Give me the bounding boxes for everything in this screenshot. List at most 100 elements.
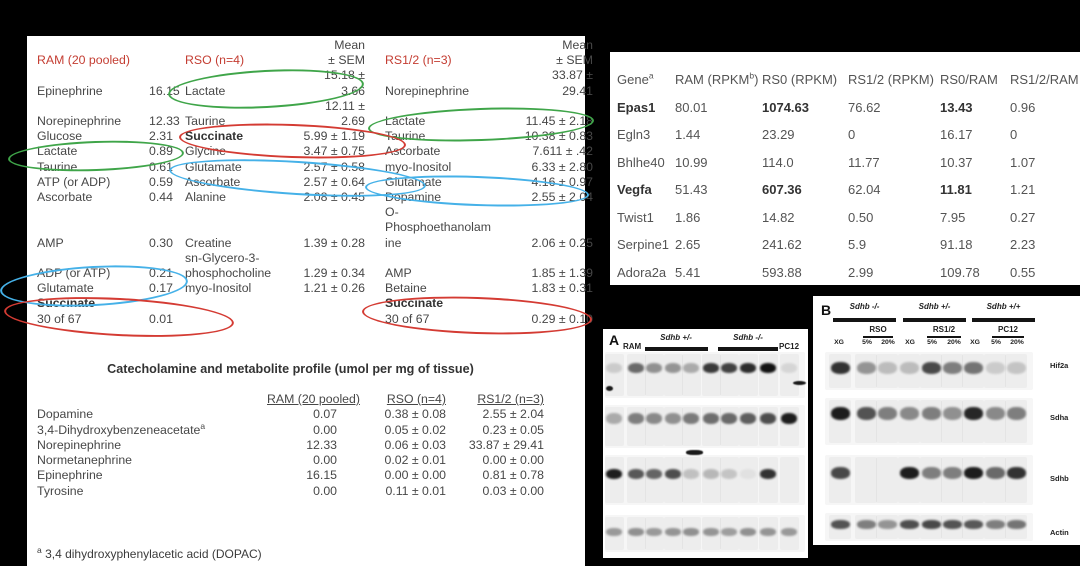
blot-lane [738, 517, 758, 550]
table-cell: ine [385, 235, 402, 250]
table-cell: 0.01 [149, 311, 173, 326]
table-row: Dopamine 0.07 0.38 ± 0.08 2.55 ± 2.04 [37, 407, 544, 422]
blot-band [856, 520, 876, 529]
blot-band [963, 362, 983, 374]
blot-band [606, 469, 622, 479]
table-cell [172, 38, 302, 53]
blot-band [628, 413, 644, 424]
table-cell: myo-Inositol [385, 159, 452, 174]
table-cell: AMP [37, 235, 64, 250]
table-row: Phosphoethanolam [37, 220, 593, 235]
table-cell: 0.61 [149, 159, 173, 174]
catecholamine-title: Catecholamine and metabolite profile (um… [107, 362, 474, 376]
blot-band [760, 363, 776, 373]
table-cell [37, 392, 267, 407]
blot-band [830, 467, 850, 479]
table-cell: 2.55 ± 2.04 [531, 190, 593, 205]
blot-band [606, 528, 622, 536]
blot-lane [829, 457, 851, 503]
table-row: 15.18 ± 33.87 ± [37, 68, 593, 83]
table-cell: Tyrosine [37, 483, 84, 498]
blot-band [665, 363, 681, 373]
blot-band [781, 363, 797, 373]
blot-band [921, 520, 941, 529]
table-cell: 23.29 [762, 127, 795, 142]
table-row: Ascorbate 0.44 Alanine 2.08 ± 0.45 Dopamine 2… [37, 190, 593, 205]
blot-band [1006, 520, 1026, 529]
table-cell: 33.87 ± 29.41 [468, 437, 544, 452]
table-cell: 30 of 67 [385, 311, 430, 326]
blot-band [665, 413, 681, 424]
table-row: ADP (or ATP) 0.21 phosphocholine 1.29 ± 0.3… [37, 266, 593, 281]
table-cell: RS1/2 (RPKM) [848, 72, 934, 87]
table-cell: 0.00 ± 0.00 [384, 468, 446, 483]
table-cell [37, 205, 149, 220]
table-cell: 12.33 [149, 114, 180, 129]
table-cell [149, 99, 172, 114]
blot-lane [758, 457, 778, 503]
blot-band [899, 520, 919, 529]
table-cell: RAM (20 pooled) [37, 53, 130, 68]
blot-band [921, 362, 941, 374]
table-cell: sn-Glycero-3- [185, 250, 260, 265]
table-cell: 5.9 [848, 237, 867, 252]
table-cell: Lactate [185, 83, 226, 98]
table-cell: 0.07 [313, 407, 337, 422]
table-cell: 11.77 [848, 154, 880, 170]
table-cell: 1.39 ± 0.28 [303, 235, 365, 250]
table-cell [302, 312, 365, 327]
blot-band [942, 407, 962, 420]
gene-expression-panel: Genea RAM (RPKMb) RS0 (RPKM) RS1/2 (RPKM) RS… [610, 52, 1080, 285]
table-cell: Taurine [385, 129, 426, 144]
gene-expression-table: Genea RAM (RPKMb) RS0 (RPKM) RS1/2 (RPKM) RS… [617, 66, 1080, 286]
table-cell: 62.04 [848, 182, 881, 197]
table-cell [302, 220, 365, 235]
subgroup-underline [992, 336, 1024, 338]
table-cell: 7.611 ± .42 [532, 144, 593, 159]
group-bar [833, 318, 896, 322]
table-cell: 7.95 [940, 209, 966, 225]
catecholamine-footnote: a 3,4 dihydroxyphenylacetic acid (DOPAC) [37, 546, 262, 561]
blot-lane [984, 354, 1006, 388]
table-cell: 2.65 [675, 237, 701, 252]
panel-a-label: A [609, 332, 620, 348]
blot-band [721, 469, 737, 479]
blot-row-label-hif2a: Hif2a [1050, 361, 1069, 370]
table-cell: 14.82 [762, 209, 795, 225]
table-cell: Twist1 [617, 209, 654, 225]
blot-row-label-actin: Actin [1050, 528, 1069, 537]
blot-band [721, 413, 737, 424]
blot-band [830, 362, 850, 374]
blot-lane [701, 354, 721, 396]
blot-artifact-dash [793, 381, 806, 385]
table-row: Epinephrine 16.15 0.00 ± 0.00 0.81 ± 0.78 [37, 468, 544, 483]
blot-lane [719, 354, 739, 396]
table-row: AMP 0.30 Creatine 1.39 ± 0.28 ine 2.06 ± 0.25 [37, 236, 593, 251]
table-cell: Succinate [37, 296, 96, 311]
table-cell: 0.30 [149, 235, 173, 250]
lane-label-ram: RAM [623, 342, 642, 351]
table-cell: 2.57 ± 0.58 [303, 159, 365, 174]
blot-band [740, 469, 756, 479]
table-cell: Ascorbate [37, 190, 93, 205]
table-cell: 0 [848, 127, 856, 142]
table-cell: Epinephrine [37, 83, 103, 98]
lane-label-pc12: PC12 [779, 342, 800, 351]
blot-band [721, 528, 737, 536]
table-row: Norepinephrine 12.33 0.06 ± 0.03 33.87 ± 29… [37, 438, 544, 453]
table-row: 3,4-Dihydroxybenzeneacetatea 0.00 0.05 ± 0… [37, 421, 544, 438]
blot-lane [604, 354, 624, 396]
subgroup-underline [863, 336, 893, 338]
table-cell [37, 99, 149, 114]
table-cell: Creatine [185, 235, 232, 250]
lane-label: 20% [1010, 339, 1024, 346]
table-cell: RAM (20 pooled) [267, 392, 360, 406]
blot-lane [984, 457, 1006, 503]
table-row: Taurine 0.61 Glutamate 2.57 ± 0.58 myo-Inosi… [37, 160, 593, 175]
blot-lane [644, 457, 664, 503]
blot-lane [604, 407, 624, 446]
table-cell: 1.29 ± 0.34 [303, 266, 365, 281]
blot-lane [779, 457, 799, 503]
table-cell [302, 205, 365, 220]
blot-band [683, 469, 699, 479]
